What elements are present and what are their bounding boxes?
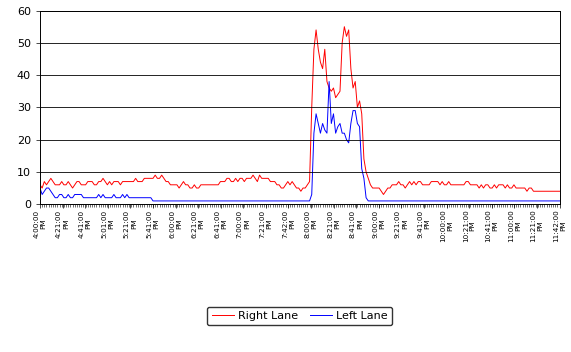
Right Lane	[71, 183, 78, 187]
Right Lane	[119, 180, 126, 184]
Left Lane	[325, 80, 332, 84]
Left Lane	[384, 199, 391, 203]
Left Lane	[71, 192, 78, 196]
Left Lane	[215, 199, 222, 203]
Left Lane	[119, 192, 126, 196]
Right Lane	[524, 189, 530, 193]
Line: Right Lane: Right Lane	[40, 27, 560, 194]
Left Lane	[556, 199, 563, 203]
Legend: Right Lane, Left Lane: Right Lane, Left Lane	[207, 307, 392, 325]
Right Lane	[37, 183, 43, 187]
Left Lane	[524, 199, 530, 203]
Right Lane	[341, 25, 348, 29]
Right Lane	[380, 192, 387, 196]
Left Lane	[150, 199, 156, 203]
Line: Left Lane: Left Lane	[40, 82, 560, 201]
Right Lane	[212, 183, 219, 187]
Right Lane	[58, 180, 65, 184]
Left Lane	[58, 192, 65, 196]
Left Lane	[37, 186, 43, 190]
Right Lane	[384, 186, 391, 190]
Right Lane	[556, 189, 563, 193]
